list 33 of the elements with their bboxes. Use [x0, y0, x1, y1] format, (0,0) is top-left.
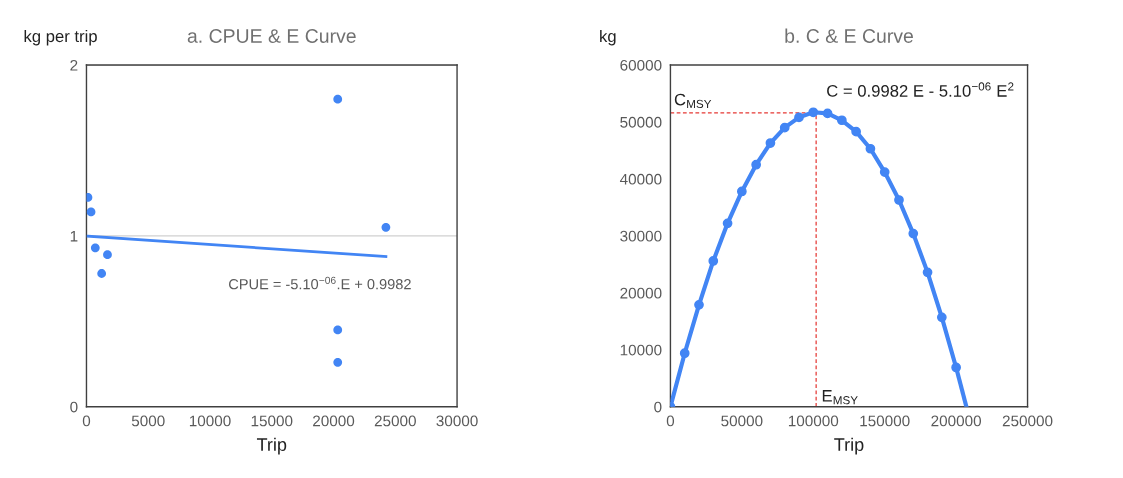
y-tick-label: 50000 — [620, 116, 662, 128]
x-tick-label: 200000 — [931, 415, 982, 427]
y-tick-label: 30000 — [620, 230, 662, 242]
x-axis-title: Trip — [256, 437, 287, 455]
y-tick-label: 2 — [70, 59, 78, 71]
x-tick-label: 10000 — [189, 415, 231, 427]
y-tick-label: 0 — [654, 401, 662, 413]
ref-line-label: E$_{MSY}$ — [822, 390, 858, 405]
x-tick-label: 20000 — [313, 415, 355, 427]
ref-line-label: C$_{MSY}$ — [674, 93, 712, 109]
x-tick-label: 100000 — [788, 415, 839, 427]
chart-title: b. C & E Curve — [785, 28, 913, 43]
x-tick-label: 15000 — [251, 415, 293, 427]
y-tick-label: 0 — [70, 401, 78, 413]
y-axis-title: kg — [600, 29, 616, 46]
y-tick-label: 60000 — [620, 59, 662, 71]
annotation: CPUE = -5.10$^{−06}$.E + 0.9982 — [229, 276, 411, 290]
x-tick-label: 250000 — [1002, 415, 1053, 427]
y-tick-label: 40000 — [619, 173, 662, 185]
x-tick-label: 30000 — [436, 415, 478, 427]
x-tick-label: 50000 — [721, 415, 763, 427]
x-axis-title: Trip — [834, 437, 864, 455]
x-tick-label: 5000 — [131, 415, 165, 427]
annotation: C = 0.9982 E - 5.10$^{−06}$ E$^{2}$ — [827, 82, 1014, 97]
x-tick-label: 0 — [666, 415, 675, 427]
y-tick-label: 1 — [70, 230, 78, 242]
x-tick-label: 25000 — [374, 415, 416, 427]
x-tick-label: 0 — [82, 415, 91, 427]
x-tick-label: 150000 — [860, 415, 910, 427]
y-tick-label: 10000 — [620, 344, 662, 356]
y-tick-label: 20000 — [620, 287, 662, 299]
chart-title: a. CPUE & E Curve — [187, 29, 356, 43]
y-axis-title: kg per trip — [24, 29, 97, 46]
